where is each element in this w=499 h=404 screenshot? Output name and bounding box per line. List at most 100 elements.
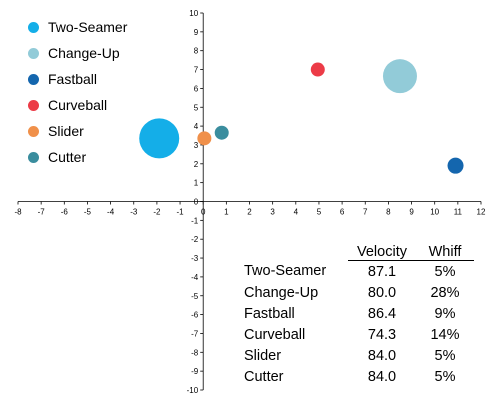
y-tick-label: 3 (194, 141, 199, 150)
y-tick-label: 6 (194, 84, 199, 93)
legend-marker (28, 125, 39, 137)
bubble-curveball (310, 62, 325, 77)
stats-table: Velocity Whiff Two-Seamer 87.1 5% Change-Up… (244, 239, 474, 387)
stats-header-blank (244, 239, 348, 261)
velocity-cell: 87.1 (367, 263, 397, 280)
legend-label: Two-Seamer (48, 19, 128, 35)
x-tick-label: 4 (294, 208, 299, 217)
y-tick-label: -6 (191, 311, 199, 320)
x-tick-label: 12 (477, 208, 486, 217)
velocity-cell: 84.0 (367, 368, 397, 385)
whiff-cell: 14% (430, 326, 460, 343)
pitch-name-cell: Change-Up (244, 284, 319, 301)
stats-header-whiff: Whiff (416, 239, 474, 261)
y-tick-label: 8 (194, 47, 199, 56)
x-tick-label: -4 (107, 208, 115, 217)
x-tick-label: 1 (224, 208, 229, 217)
x-tick-label: 8 (386, 208, 391, 217)
pitch-name-cell: Slider (244, 347, 282, 364)
table-row: Two-Seamer 87.1 5% (244, 261, 474, 283)
legend-label: Fastball (48, 71, 98, 87)
whiff-cell: 9% (434, 305, 456, 322)
x-tick-label: -5 (84, 208, 92, 217)
y-tick-label: -1 (191, 216, 199, 225)
x-tick-label: 0 (201, 208, 206, 217)
legend-marker (28, 99, 39, 111)
bubble-slider (197, 131, 212, 146)
y-tick-label: 7 (194, 66, 199, 75)
pitch-name-cell: Two-Seamer (244, 263, 327, 280)
y-tick-label: -2 (191, 235, 199, 244)
bubble-two-seamer (139, 118, 180, 159)
y-tick-label: -10 (187, 386, 199, 395)
whiff-cell: 28% (430, 284, 460, 301)
y-tick-label: -5 (191, 292, 199, 301)
table-row: Cutter 84.0 5% (244, 366, 474, 387)
x-tick-label: 5 (317, 208, 322, 217)
y-tick-label: 9 (194, 28, 199, 37)
legend-item: Slider (28, 118, 127, 144)
table-row: Slider 84.0 5% (244, 345, 474, 366)
pitch-name-cell: Cutter (244, 368, 284, 385)
velocity-cell: 74.3 (367, 326, 397, 343)
legend-marker (28, 47, 39, 59)
legend: Two-Seamer Change-Up Fastball Curveball Slid… (28, 14, 127, 170)
x-tick-label: -8 (14, 208, 22, 217)
legend-item: Fastball (28, 66, 127, 92)
whiff-cell: 5% (434, 347, 456, 364)
y-tick-label: -7 (191, 329, 199, 338)
stats-body: Two-Seamer 87.1 5% Change-Up 80.0 28% Fastball… (244, 261, 474, 388)
x-tick-label: -2 (153, 208, 161, 217)
bubbles (139, 59, 464, 174)
velocity-cell: 84.0 (367, 347, 397, 364)
stats-header-velocity: Velocity (348, 239, 416, 261)
table-row: Curveball 74.3 14% (244, 324, 474, 345)
y-tick-label: 5 (194, 103, 199, 112)
x-tick-label: 10 (430, 208, 439, 217)
y-tick-label: -9 (191, 367, 199, 376)
legend-label: Slider (48, 123, 84, 139)
whiff-cell: 5% (434, 263, 456, 280)
y-tick-label: -3 (191, 254, 199, 263)
y-tick-label: 0 (194, 198, 199, 207)
whiff-cell: 5% (434, 368, 456, 385)
x-tick-label: -1 (176, 208, 184, 217)
y-tick-label: 4 (194, 122, 199, 131)
bubble-cutter (214, 125, 229, 140)
y-tick-label: -4 (191, 273, 199, 282)
y-tick-label: -8 (191, 348, 199, 357)
table-row: Fastball 86.4 9% (244, 303, 474, 324)
x-tick-label: -7 (38, 208, 46, 217)
table-row: Change-Up 80.0 28% (244, 282, 474, 303)
x-axis-ticks: -8 -7 -6 -5 -4 -3 -2 -1 0 1 2 3 4 5 6 7 8 9 10 11 12 (14, 201, 486, 217)
legend-item: Curveball (28, 92, 127, 118)
stats-header-row: Velocity Whiff (244, 239, 474, 261)
pitch-name-cell: Curveball (244, 326, 306, 343)
bubble-change-up (382, 59, 417, 94)
bubble-fastball (447, 157, 464, 174)
x-tick-label: -3 (130, 208, 138, 217)
x-tick-label: 2 (247, 208, 252, 217)
x-tick-label: 9 (409, 208, 414, 217)
y-tick-label: 2 (194, 160, 199, 169)
x-tick-label: -6 (61, 208, 69, 217)
legend-marker (28, 21, 39, 33)
legend-item: Two-Seamer (28, 14, 127, 40)
legend-marker (28, 73, 39, 85)
legend-label: Change-Up (48, 45, 120, 61)
x-tick-label: 7 (363, 208, 368, 217)
x-tick-label: 3 (270, 208, 275, 217)
legend-item: Change-Up (28, 40, 127, 66)
legend-item: Cutter (28, 144, 127, 170)
y-tick-label: 10 (189, 9, 198, 18)
pitch-name-cell: Fastball (244, 305, 295, 322)
velocity-cell: 86.4 (367, 305, 397, 322)
legend-marker (28, 151, 39, 163)
x-tick-label: 11 (454, 208, 463, 217)
x-tick-label: 6 (340, 208, 345, 217)
legend-label: Cutter (48, 149, 87, 165)
legend-label: Curveball (48, 97, 108, 113)
y-tick-label: 1 (194, 179, 199, 188)
